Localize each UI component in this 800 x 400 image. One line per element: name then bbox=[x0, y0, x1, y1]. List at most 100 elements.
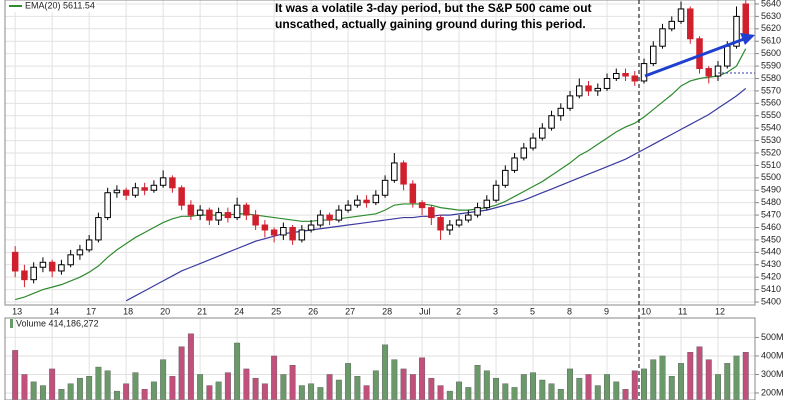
candle-body bbox=[215, 212, 222, 221]
candle-body bbox=[196, 209, 204, 216]
y-tick-label: 5630 bbox=[761, 11, 781, 21]
y-tick-label: 5430 bbox=[761, 259, 781, 269]
volume-bar bbox=[261, 383, 268, 400]
x-tick-label: 20 bbox=[160, 306, 170, 316]
volume-panel bbox=[12, 333, 749, 400]
y2-tick-label: 300M bbox=[761, 369, 784, 379]
volume-bar bbox=[456, 381, 463, 400]
candle-body bbox=[724, 45, 731, 67]
candle-body bbox=[465, 214, 472, 221]
candle-body bbox=[335, 209, 343, 221]
volume-bar bbox=[197, 374, 204, 400]
y2-tick-label: 200M bbox=[761, 387, 784, 397]
candle-body bbox=[252, 214, 259, 226]
volume-bar bbox=[715, 374, 721, 400]
volume-bar bbox=[58, 389, 65, 400]
x-tick-label: 11 bbox=[678, 306, 687, 316]
candle-body bbox=[11, 251, 19, 272]
y-tick-label: 5540 bbox=[761, 123, 781, 133]
candle-body bbox=[659, 28, 666, 47]
y-tick-label: 5410 bbox=[761, 284, 781, 294]
volume-bar bbox=[483, 370, 490, 400]
candle-body bbox=[95, 217, 102, 241]
candle-body bbox=[548, 115, 555, 129]
x-tick-label: 8 bbox=[567, 306, 572, 316]
volume-bar bbox=[160, 359, 167, 400]
candle-body bbox=[585, 85, 592, 92]
volume-bar bbox=[678, 363, 684, 400]
annotation-line: It was a volatile 3-day period, but the … bbox=[275, 1, 592, 15]
candle-body bbox=[502, 169, 509, 186]
x-tick-label: 27 bbox=[345, 306, 355, 316]
candle-body bbox=[437, 217, 444, 231]
volume-bar bbox=[520, 374, 527, 400]
volume-bar bbox=[354, 376, 361, 400]
candle-body bbox=[326, 214, 333, 221]
candle-body bbox=[483, 199, 491, 209]
candle-body bbox=[39, 261, 47, 268]
y-tick-label: 5500 bbox=[761, 172, 781, 182]
volume-bar bbox=[668, 376, 675, 400]
volume-bar bbox=[705, 359, 712, 400]
volume-bar bbox=[419, 357, 426, 400]
x-tick-label: 28 bbox=[382, 306, 392, 316]
candle-body bbox=[613, 73, 620, 79]
volume-bar bbox=[391, 359, 398, 400]
candle-body bbox=[261, 224, 269, 231]
x-tick-label: 26 bbox=[308, 306, 318, 316]
annotation-line: unscathed, actually gaining ground durin… bbox=[275, 17, 586, 31]
candle-body bbox=[742, 3, 750, 36]
volume-bar bbox=[67, 383, 74, 400]
candle-body bbox=[400, 162, 407, 185]
candle-body bbox=[714, 65, 722, 77]
volume-bar bbox=[298, 385, 305, 400]
volume-bar bbox=[289, 365, 296, 400]
y-tick-label: 5530 bbox=[761, 135, 781, 145]
volume-label: Volume 414,186,272 bbox=[16, 318, 99, 328]
candle-body bbox=[104, 192, 111, 219]
candle-body bbox=[270, 229, 278, 236]
volume-bar bbox=[696, 346, 703, 400]
volume-bar bbox=[49, 368, 56, 400]
candle-body bbox=[354, 199, 361, 206]
volume-bar bbox=[382, 344, 389, 400]
candle-body bbox=[381, 179, 389, 196]
volume-bar bbox=[585, 374, 592, 400]
volume-bar bbox=[539, 379, 546, 400]
x-tick-label: 21 bbox=[197, 306, 207, 316]
candle-body bbox=[428, 207, 435, 219]
volume-bar bbox=[104, 370, 111, 400]
candle-body bbox=[576, 85, 583, 97]
candle-body bbox=[141, 187, 148, 191]
candle-body bbox=[30, 266, 37, 281]
candle-body bbox=[233, 204, 241, 219]
volume-bar bbox=[687, 352, 694, 400]
volume-bar bbox=[76, 377, 83, 400]
candle-body bbox=[113, 189, 121, 194]
y-tick-label: 5400 bbox=[761, 296, 781, 306]
volume-bar bbox=[113, 390, 120, 400]
y-tick-label: 5520 bbox=[761, 147, 781, 157]
volume-bar bbox=[243, 368, 250, 400]
candle-body bbox=[594, 87, 602, 92]
volume-bar bbox=[363, 385, 370, 400]
volume-bar bbox=[150, 381, 157, 400]
volume-bar bbox=[169, 376, 176, 400]
candle-body bbox=[307, 224, 315, 231]
candle-body bbox=[668, 20, 676, 30]
volume-bar bbox=[437, 385, 444, 400]
legend-label: EMA(20) 5611.54 bbox=[25, 0, 95, 10]
y-tick-label: 5560 bbox=[761, 98, 781, 108]
candle-body bbox=[132, 187, 139, 196]
volume-bar bbox=[345, 363, 352, 400]
x-tick-label: 25 bbox=[271, 306, 281, 316]
x-tick-label: 12 bbox=[715, 306, 725, 316]
y-tick-label: 5600 bbox=[761, 48, 781, 58]
volume-bar bbox=[317, 387, 324, 400]
candle-body bbox=[21, 270, 28, 281]
volume-bar bbox=[650, 359, 657, 400]
volume-bar bbox=[326, 374, 333, 400]
candle-body bbox=[539, 127, 546, 139]
candle-body bbox=[344, 204, 352, 211]
